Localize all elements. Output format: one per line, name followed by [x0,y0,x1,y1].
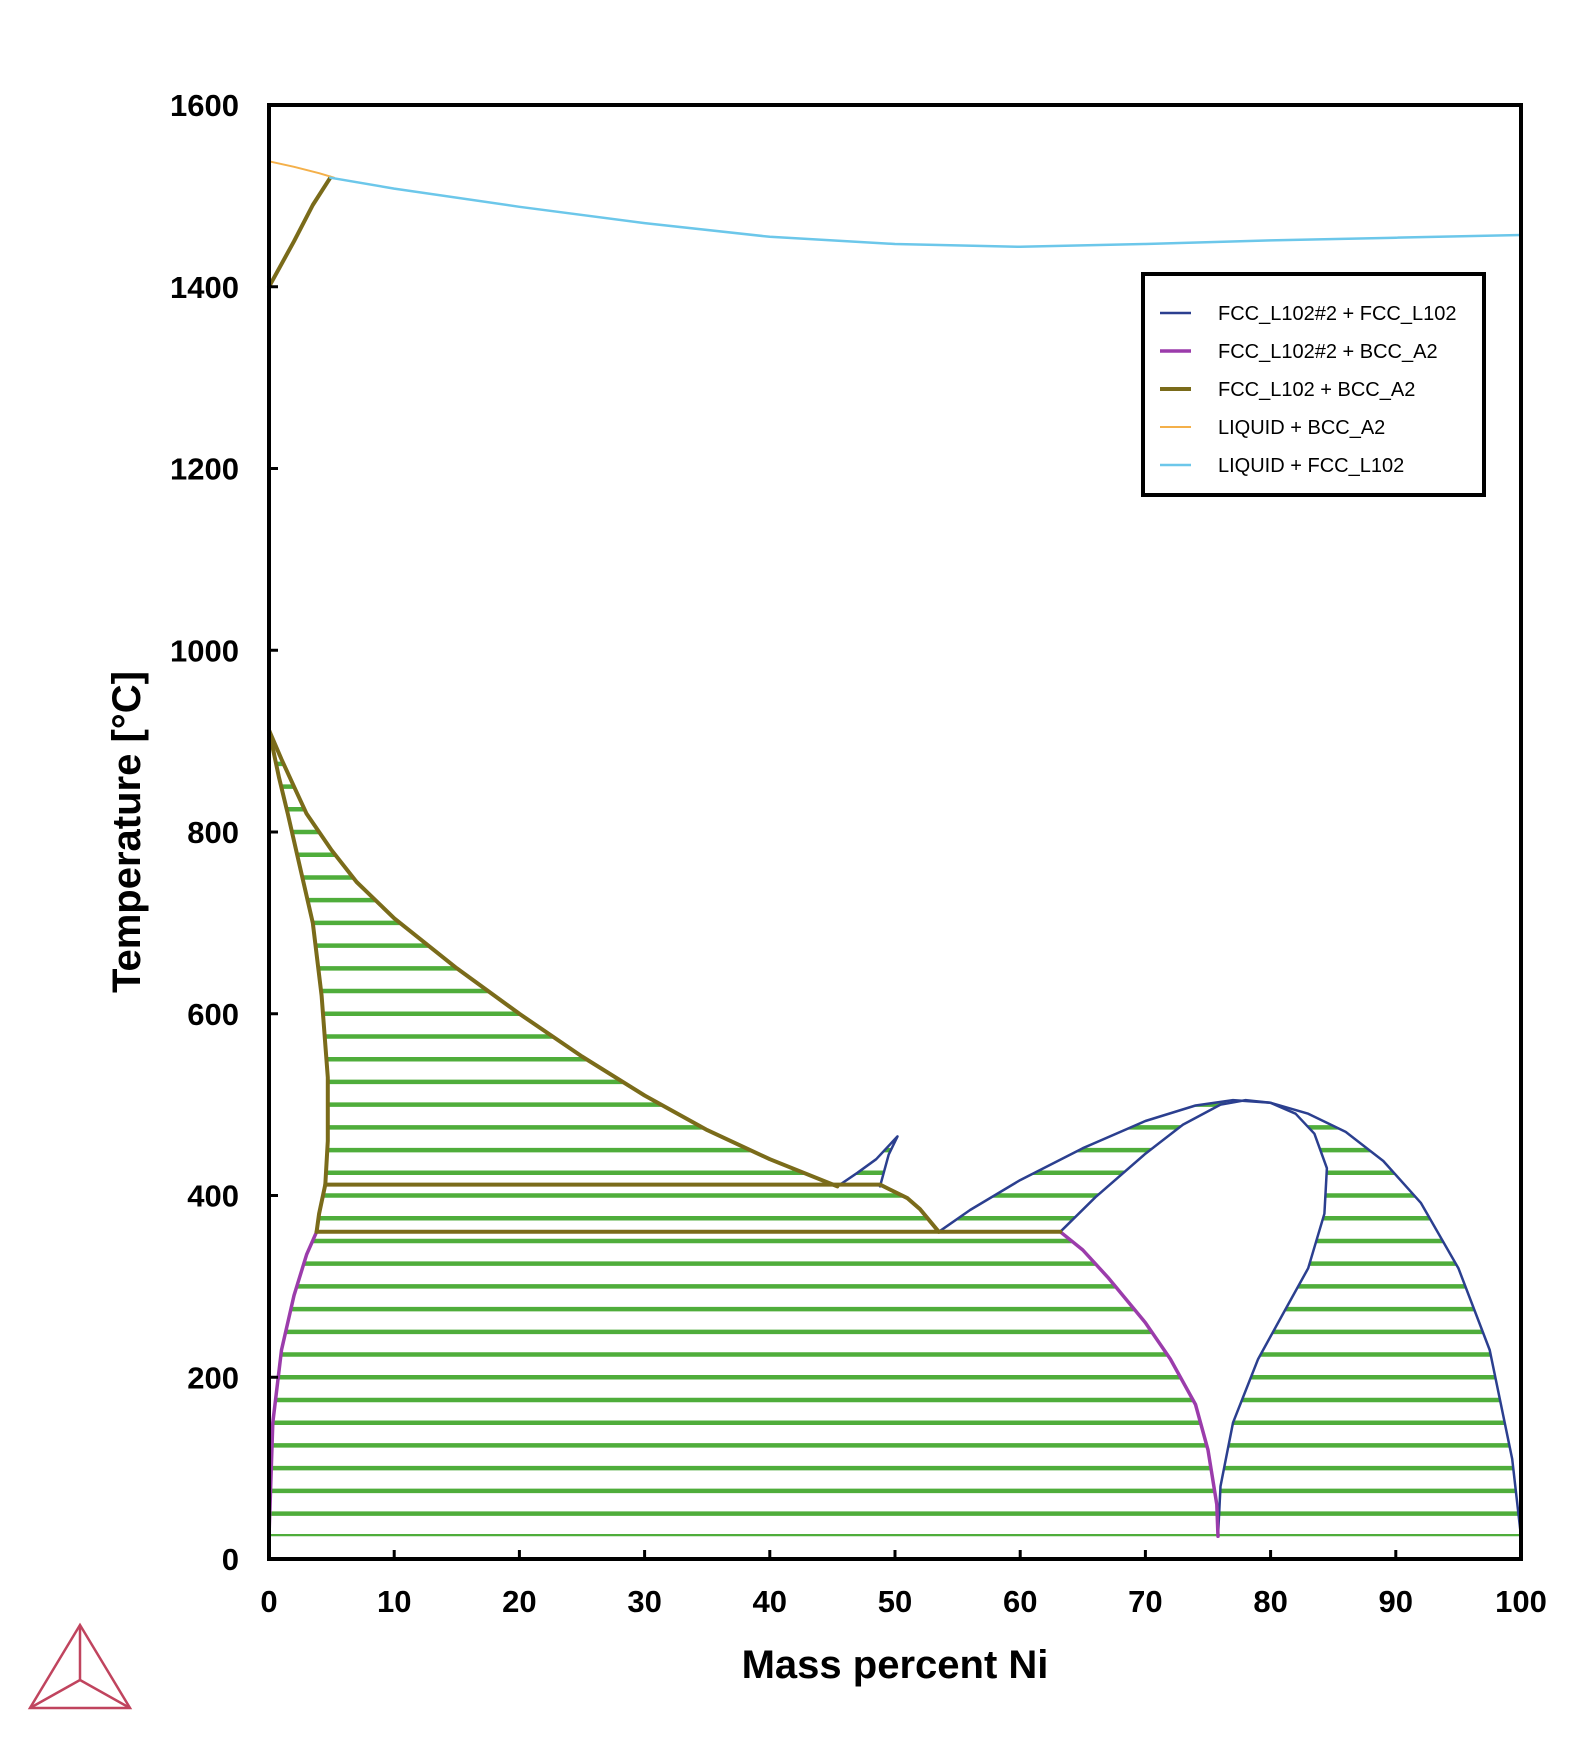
phase-boundary-curve [323,1182,941,1234]
phase-boundary-curve [267,175,333,289]
legend-label: FCC_L102#2 + FCC_L102 [1218,303,1456,325]
legend: FCC_L102#2 + FCC_L102 FCC_L102#2 + BCC_A2… [1141,272,1486,497]
y-tick-label: 0 [222,1542,239,1577]
y-tick-label: 1400 [170,270,239,305]
y-tick-label: 800 [187,815,239,850]
phase-boundary-curve [267,1230,319,1539]
x-tick-label: 20 [502,1584,536,1619]
phase-boundary-curve [1059,1098,1329,1538]
phase-boundary-curve [267,728,840,1189]
x-tick-label: 60 [1003,1584,1037,1619]
phase-boundary-curve [836,1135,899,1188]
phase-boundary-curve [267,728,330,1234]
y-axis-title: Temperature [°C] [105,671,149,993]
y-tick-label: 600 [187,997,239,1032]
y-tick-label: 1000 [170,633,239,668]
x-tick-label: 10 [377,1584,411,1619]
legend-label: FCC_L102 + BCC_A2 [1218,379,1415,401]
legend-label: LIQUID + BCC_A2 [1218,417,1385,439]
phase-boundary-curve [937,1098,1523,1538]
legend-label: LIQUID + FCC_L102 [1218,455,1404,477]
x-tick-label: 50 [878,1584,912,1619]
x-tick-label: 70 [1128,1584,1162,1619]
thermo-calc-logo-icon [27,1622,133,1710]
x-axis-title: Mass percent Ni [742,1643,1049,1687]
legend-box [1141,272,1486,497]
y-tick-label: 1600 [170,88,239,123]
legend-label: FCC_L102#2 + BCC_A2 [1218,341,1438,363]
x-tick-label: 40 [753,1584,787,1619]
phase-boundary-curve [1058,1230,1220,1539]
x-tick-label: 80 [1253,1584,1287,1619]
y-tick-label: 200 [187,1360,239,1395]
axis-ticks: 0 10 20 30 40 50 60 70 80 90 100020040060080010001… [170,88,1547,1619]
phase-boundary-curve [268,160,336,179]
phase-boundary-curve [329,176,1523,249]
x-tick-label: 90 [1379,1584,1413,1619]
x-tick-label: 100 [1495,1584,1547,1619]
phase-boundary-layer [267,160,1523,1539]
y-tick-label: 1200 [170,452,239,487]
x-tick-label: 0 [260,1584,277,1619]
y-tick-label: 400 [187,1179,239,1214]
x-tick-label: 30 [627,1584,661,1619]
